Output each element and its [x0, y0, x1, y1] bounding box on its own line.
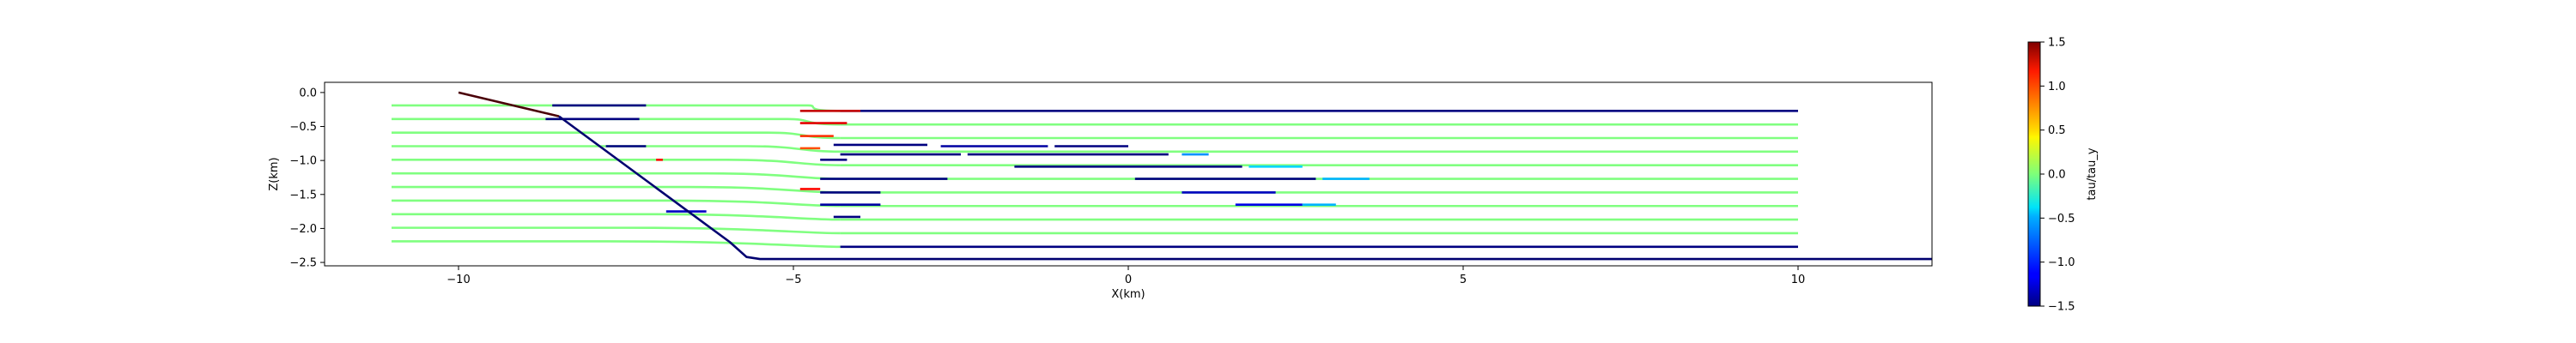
colorbar-tick-label: 0.5: [2048, 124, 2066, 137]
layer-line-left: [392, 226, 841, 235]
x-tick-label: 0: [1125, 274, 1132, 286]
y-tick-label: −1.5: [289, 189, 317, 202]
y-tick-label: −0.5: [289, 121, 317, 134]
boundary-line: [558, 115, 1932, 261]
plot-area: [324, 81, 1933, 267]
colorbar-label: tau/tau_y: [2086, 147, 2099, 200]
x-tick-label: 5: [1460, 274, 1467, 286]
domain-boundary: [458, 91, 1932, 261]
colorbar-ticks: 1.5 1.0 0.5 0.0 −0.5 −1.0 −1.5: [2040, 37, 2075, 314]
colorbar-tick-label: 1.0: [2048, 81, 2066, 93]
x-axis-label: X(km): [1111, 288, 1145, 301]
layer-line-left: [392, 199, 841, 208]
layer-line-left: [392, 131, 841, 140]
y-tick-label: −2.5: [289, 257, 317, 270]
layer-line-left: [392, 240, 841, 249]
layer-line-left: [392, 213, 841, 221]
stress-segments: [545, 104, 1370, 219]
colorbar-gradient: [2027, 41, 2041, 307]
x-tick-label: −5: [785, 274, 801, 286]
colorbar-tick-label: −1.0: [2048, 256, 2075, 269]
layer-line-left: [392, 145, 841, 153]
colorbar-tick-label: −1.5: [2048, 301, 2075, 314]
y-tick-label: −2.0: [289, 223, 317, 236]
x-axis: −10 −5 0 5 10: [447, 266, 1805, 286]
layer-lines: [392, 104, 1798, 249]
x-tick-label: 10: [1791, 274, 1806, 286]
colorbar-tick-label: −0.5: [2048, 213, 2075, 226]
y-axis-label: Z(km): [268, 157, 281, 190]
layer-line-left: [392, 172, 841, 180]
y-tick-label: 0.0: [299, 87, 317, 99]
y-axis: 0.0 −0.5 −1.0 −1.5 −2.0 −2.5: [289, 87, 325, 270]
colorbar-tick-label: 0.0: [2048, 169, 2066, 182]
layer-line-left: [392, 185, 841, 194]
colorbar-tick-label: 1.5: [2048, 37, 2066, 50]
layer-line-left: [392, 117, 841, 126]
y-tick-label: −1.0: [289, 155, 317, 168]
colorbar: 1.5 1.0 0.5 0.0 −0.5 −1.0 −1.5 tau/tau_y: [2027, 37, 2099, 314]
x-tick-label: −10: [447, 274, 470, 286]
layer-line-left: [392, 159, 841, 166]
boundary-line: [458, 91, 560, 117]
